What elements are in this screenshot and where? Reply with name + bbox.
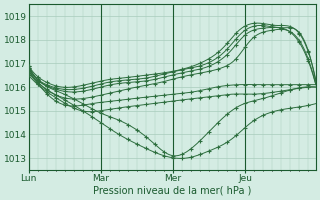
X-axis label: Pression niveau de la mer( hPa ): Pression niveau de la mer( hPa )	[93, 186, 252, 196]
